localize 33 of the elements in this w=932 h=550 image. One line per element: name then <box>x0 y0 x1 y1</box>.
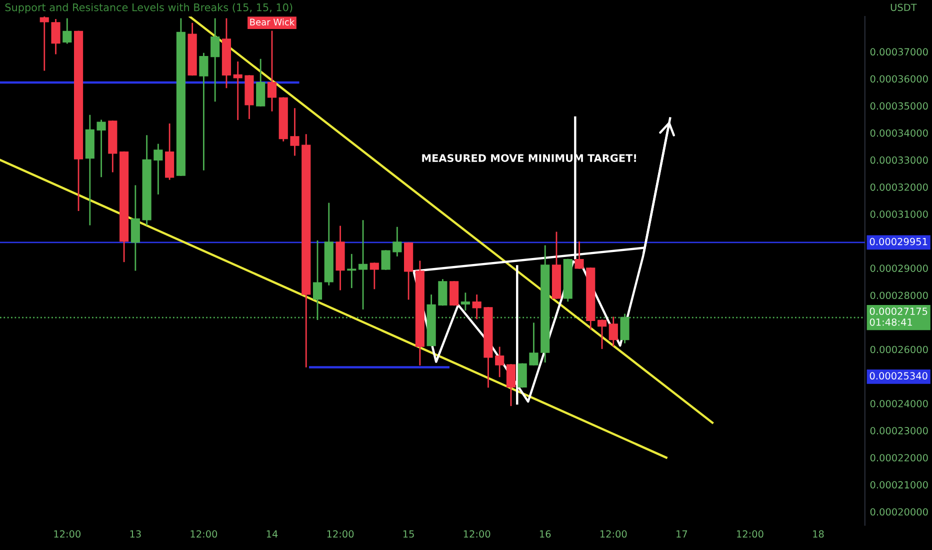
y-tick-label: 0.00034000 <box>870 129 928 137</box>
x-tick-label: 12:00 <box>190 530 218 538</box>
x-tick-label: 13 <box>130 530 141 538</box>
y-axis-title: USDT <box>890 4 917 12</box>
x-tick-label: 14 <box>266 530 278 538</box>
y-tick-label: 0.00022000 <box>870 454 928 462</box>
y-tick-label: 0.00036000 <box>870 75 928 83</box>
chart-subtitle: Support and Resistance Levels with Breaks (15, 15, 10) <box>5 3 292 14</box>
x-tick-label: 18 <box>813 530 824 538</box>
ref-line-label: 0.00027175 01:48:41 <box>870 308 928 326</box>
x-tick-label: 12:00 <box>327 530 354 538</box>
y-tick-label: 0.00029000 <box>870 264 928 272</box>
x-tick-label: 12:00 <box>54 530 81 538</box>
x-tick-label: 12:00 <box>600 530 627 538</box>
ref-line-label: 0.00029951 <box>870 238 928 246</box>
x-tick-label: 17 <box>676 530 688 538</box>
y-tick-label: 0.00037000 <box>870 48 928 56</box>
x-tick-label: 16 <box>540 530 551 538</box>
y-tick-label: 0.00020000 <box>870 508 928 516</box>
y-tick-label: 0.00028000 <box>870 292 928 300</box>
y-tick-label: 0.00033000 <box>870 156 928 164</box>
x-tick-label: 15 <box>403 530 414 538</box>
y-tick-label: 0.00024000 <box>870 400 928 408</box>
text: 0.00025340 <box>870 372 928 380</box>
annotation: Bear Wick <box>250 18 295 26</box>
x-tick-label: 12:00 <box>737 530 764 538</box>
y-tick-label: 0.00035000 <box>870 102 928 110</box>
y-tick-label: 0.00021000 <box>870 481 928 488</box>
x-tick-label: 12:00 <box>464 530 490 538</box>
y-tick-label: 0.00031000 <box>870 210 928 218</box>
y-tick-label: 0.00032000 <box>870 183 928 191</box>
y-tick-label: 0.00026000 <box>870 346 928 354</box>
y-tick-label: 0.00023000 <box>870 427 928 434</box>
